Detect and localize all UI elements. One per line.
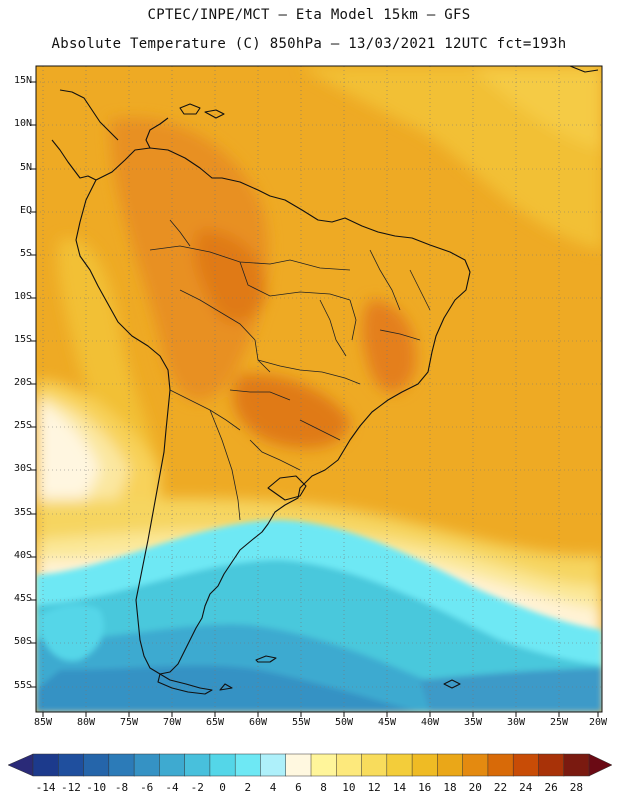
colorbar-cell: [108, 753, 135, 777]
lon-label: 40W: [420, 717, 440, 728]
lon-label: 70W: [162, 717, 182, 728]
lat-label: 15N: [13, 75, 32, 86]
colorbar-label: 8: [320, 781, 327, 794]
lat-label: 50S: [13, 636, 32, 647]
colorbar-cell: [83, 753, 110, 777]
colorbar-cell: [512, 753, 539, 777]
lon-label: 20W: [588, 717, 608, 728]
colorbar-label: 20: [468, 781, 482, 794]
colorbar-over-arrow: [588, 753, 613, 777]
lat-label: 55S: [13, 680, 32, 691]
coastline: [51, 66, 599, 695]
lat-label: 35S: [13, 507, 32, 518]
colorbar-cell: [487, 753, 514, 777]
colorbar-cell: [234, 753, 261, 777]
ticks: [31, 81, 599, 717]
colorbar-cell: [133, 753, 160, 777]
lat-label: 5N: [19, 162, 32, 173]
lon-label: 85W: [33, 717, 53, 728]
colorbar-cell: [411, 753, 438, 777]
colorbar-cell: [462, 753, 489, 777]
country-borders: [149, 219, 431, 521]
colorbar-label: -4: [165, 781, 179, 794]
lat-label: 45S: [13, 593, 32, 604]
colorbar-label: 24: [519, 781, 533, 794]
colorbar-label: 16: [418, 781, 432, 794]
colorbar-cell: [159, 753, 186, 777]
temperature-field: [36, 66, 602, 712]
colorbar-label: 6: [295, 781, 302, 794]
map-title-line1: CPTEC/INPE/MCT – Eta Model 15km – GFS: [147, 7, 471, 23]
colorbar-label: 12: [367, 781, 381, 794]
colorbar-cell: [361, 753, 388, 777]
lon-label: 55W: [291, 717, 311, 728]
colorbar-label: -10: [86, 781, 107, 794]
colorbar-label: 10: [342, 781, 356, 794]
map-frame: [35, 65, 603, 713]
colorbar-label: 22: [493, 781, 508, 794]
colorbar-cell: [184, 753, 211, 777]
colorbar-cell: [386, 753, 413, 777]
lat-label: 10N: [13, 118, 32, 129]
colorbar-cell: [32, 753, 59, 777]
lat-label: 20S: [13, 377, 32, 388]
colorbar-cell: [58, 753, 85, 777]
colorbar-label: 26: [544, 781, 558, 794]
colorbar-label: -12: [60, 781, 81, 794]
lon-label: 45W: [377, 717, 397, 728]
lat-label: 30S: [13, 463, 32, 474]
colorbar-cell: [260, 753, 287, 777]
colorbar-label: 14: [392, 781, 407, 794]
lon-label: 30W: [506, 717, 526, 728]
lon-label: 50W: [334, 717, 354, 728]
colorbar-label: -8: [114, 781, 129, 794]
colorbar-cell: [209, 753, 236, 777]
colorbar-label: -2: [190, 781, 204, 794]
lat-label: 25S: [13, 420, 32, 431]
lon-label: 60W: [248, 717, 268, 728]
lat-label: 15S: [13, 334, 32, 345]
lon-label: 75W: [119, 717, 139, 728]
map-title-line2: Absolute Temperature (C) 850hPa – 13/03/…: [51, 36, 567, 52]
lon-label: 65W: [205, 717, 225, 728]
colorbar-cell: [285, 753, 312, 777]
colorbar-label: 0: [219, 781, 226, 794]
lat-label: 40S: [13, 550, 32, 561]
colorbar-cell: [437, 753, 464, 777]
lon-label: 80W: [76, 717, 96, 728]
colorbar-label: -6: [140, 781, 154, 794]
lat-label: 5S: [19, 248, 32, 259]
colorbar-cell: [336, 753, 363, 777]
lon-label: 35W: [463, 717, 483, 728]
colorbar: [7, 753, 613, 777]
colorbar-label: -14: [35, 781, 56, 794]
colorbar-cell: [310, 753, 337, 777]
colorbar-label: 18: [443, 781, 457, 794]
lat-label: EQ: [19, 205, 32, 216]
lat-label: 10S: [13, 291, 32, 302]
colorbar-label: 28: [569, 781, 584, 794]
colorbar-under-arrow: [7, 753, 34, 777]
colorbar-cell: [538, 753, 565, 777]
colorbar-label: 2: [244, 781, 252, 794]
lon-label: 25W: [549, 717, 569, 728]
colorbar-cell: [563, 753, 590, 777]
colorbar-label: 4: [269, 781, 277, 794]
